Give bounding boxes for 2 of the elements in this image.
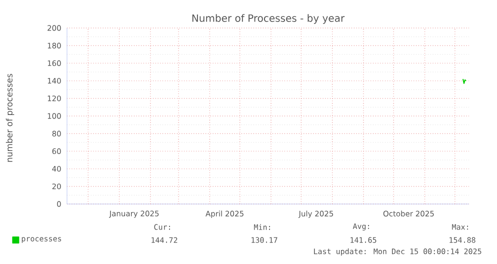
chart-title: Number of Processes - by year xyxy=(192,14,345,24)
y-axis-title: number of processes xyxy=(6,74,14,162)
